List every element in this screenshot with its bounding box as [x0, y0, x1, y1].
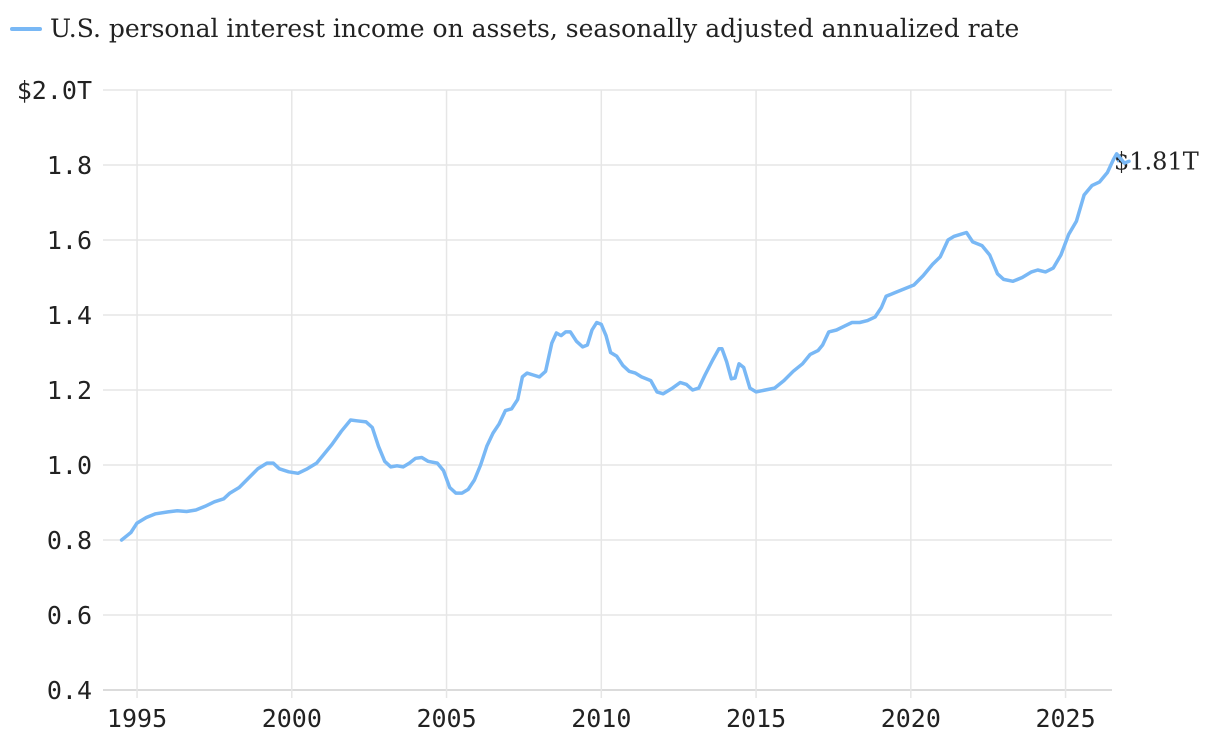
- y-tick-label: 0.4: [47, 676, 92, 705]
- y-tick-label: 1.0: [47, 451, 92, 480]
- x-tick-label: 2000: [262, 704, 322, 733]
- y-tick-label: 1.2: [47, 376, 92, 405]
- y-tick-label: 1.8: [47, 151, 92, 180]
- y-tick-label: $2.0T: [17, 76, 92, 105]
- legend-swatch: [10, 26, 42, 31]
- axis-labels: $2.0T 1.8 1.6 1.4 1.2 1.0 0.8 0.6 0.4 1995 2000 200…: [17, 76, 1199, 733]
- series-layer: [119, 152, 1131, 542]
- x-tick-label: 2025: [1035, 704, 1095, 733]
- legend: U.S. personal interest income on assets,…: [10, 14, 1019, 43]
- x-tick-label: 1995: [107, 704, 167, 733]
- x-tick-label: 2015: [726, 704, 786, 733]
- x-tick-label: 2020: [881, 704, 941, 733]
- grid: [103, 89, 1112, 698]
- y-tick-label: 1.4: [47, 301, 92, 330]
- x-tick-label: 2010: [571, 704, 631, 733]
- x-tick-label: 2005: [416, 704, 476, 733]
- y-tick-label: 0.8: [47, 526, 92, 555]
- series-line: [119, 152, 1131, 542]
- y-tick-label: 0.6: [47, 601, 92, 630]
- legend-label: U.S. personal interest income on assets,…: [50, 14, 1020, 43]
- y-tick-label: 1.6: [47, 226, 92, 255]
